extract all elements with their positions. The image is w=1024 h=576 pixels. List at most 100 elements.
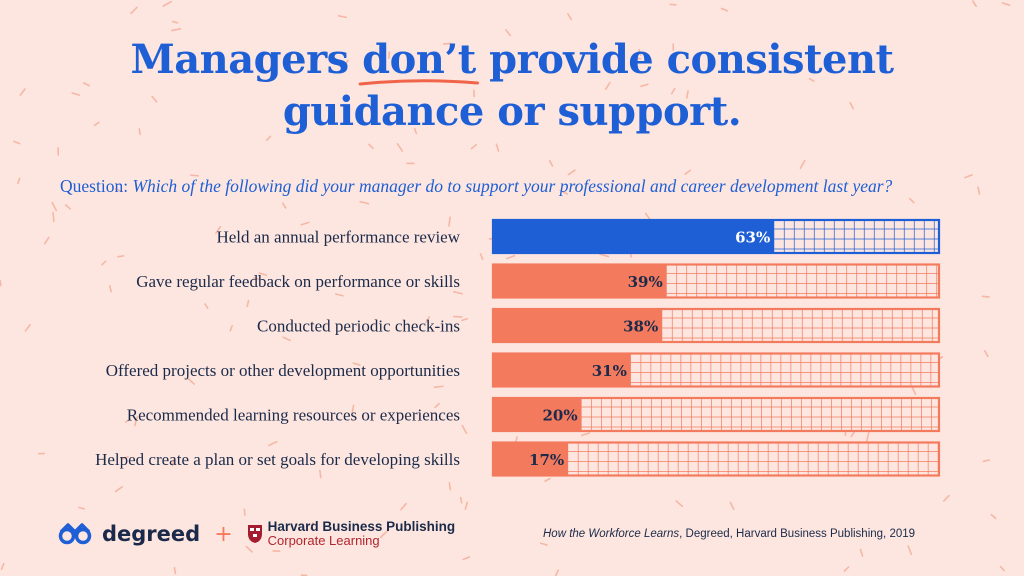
confetti-dash (859, 548, 864, 557)
confetti-dash (849, 101, 855, 110)
confetti-dash (187, 377, 196, 385)
confetti-dash (799, 159, 806, 170)
bar-value-label: 39% (628, 273, 663, 291)
survey-question: Question: Which of the following did you… (60, 176, 980, 197)
confetti-dash (171, 457, 175, 467)
page-title: Managers don’t provide consistent guidan… (0, 34, 1024, 138)
hbp-subtitle: Corporate Learning (267, 533, 380, 548)
bar-category-label: Offered projects or other development op… (106, 361, 460, 380)
confetti-dash (300, 221, 310, 226)
confetti-dash (559, 189, 569, 195)
confetti-dash (983, 350, 989, 358)
bar-outline (491, 396, 941, 433)
confetti-dash (866, 431, 870, 442)
confetti-dash (337, 15, 348, 19)
confetti-dash (64, 204, 72, 210)
confetti-dash (258, 272, 268, 276)
title-underline (358, 79, 480, 86)
confetti-dash (907, 545, 913, 556)
bar-outline (491, 218, 941, 255)
bar-outline (491, 263, 941, 299)
confetti-dash (554, 569, 559, 576)
confetti-dash (246, 299, 250, 308)
confetti-dash (117, 255, 125, 258)
confetti-dash (433, 385, 444, 389)
confetti-dash (942, 494, 950, 502)
confetti-dash (17, 177, 21, 185)
confetti-dash (982, 459, 990, 463)
confetti-dash (319, 469, 322, 479)
confetti-dash (604, 81, 611, 90)
confetti-dash (505, 29, 512, 37)
confetti-dash (843, 566, 850, 572)
confetti-dash (448, 482, 452, 491)
bar-grid (581, 397, 940, 432)
title-line2: guidance or support. (282, 88, 742, 135)
bar-fill (492, 441, 569, 477)
bar-value-label: 17% (529, 451, 564, 469)
confetti-dash (580, 432, 591, 437)
bar-value-label: 38% (623, 318, 658, 336)
confetti-dash (124, 418, 132, 423)
title-line1-after: provide consistent (475, 36, 894, 83)
confetti-dash (334, 293, 344, 297)
bar-category-label: Recommended learning resources or experi… (127, 406, 460, 425)
bar-fill (492, 397, 582, 432)
confetti-dash (93, 121, 100, 127)
question-label: Question: (60, 176, 129, 196)
confetti-dash (245, 545, 253, 553)
confetti-dash (368, 143, 374, 150)
confetti-dash (121, 456, 129, 460)
confetti-dash (977, 186, 981, 195)
confetti-dash (495, 143, 500, 152)
confetti-dash (24, 323, 31, 332)
confetti-dash (684, 169, 691, 175)
confetti-dash (52, 211, 55, 223)
confetti-dash (461, 424, 468, 434)
confetti-dash (448, 216, 451, 227)
confetti-dash (173, 566, 177, 575)
confetti-dash (544, 477, 551, 482)
bar-grid (630, 352, 940, 388)
title-highlight-word: don’t (358, 34, 480, 86)
confetti-dash (741, 183, 751, 186)
confetti-dash (464, 501, 469, 510)
confetti-dash (282, 336, 291, 342)
confetti-dash (243, 508, 246, 516)
confetti-dash (114, 485, 124, 493)
confetti-dash (351, 404, 355, 415)
bar-fill (492, 219, 775, 254)
title-highlight-text: don’t (362, 36, 476, 83)
confetti-dash (990, 513, 997, 520)
bar-category-label: Helped create a plan or set goals for de… (95, 450, 460, 469)
question-text: Which of the following did your manager … (132, 176, 893, 196)
confetti-dash (0, 562, 5, 570)
bar-category-label: Gave regular feedback on performance or … (136, 272, 460, 291)
confetti-dash (130, 6, 138, 15)
confetti-dash (379, 530, 388, 539)
confetti-dash (1001, 2, 1011, 7)
degreed-logo-text: degreed (102, 522, 201, 546)
bar-value-label: 63% (735, 229, 770, 247)
bar-fill (492, 308, 663, 343)
confetti-dash (51, 201, 58, 212)
confetti-dash (638, 48, 642, 56)
bar-fill (492, 352, 631, 388)
confetti-dash (675, 500, 684, 508)
confetti-dash (114, 188, 123, 192)
confetti-dash (462, 556, 471, 561)
bar-value-label: 31% (592, 362, 627, 380)
confetti-dash (396, 143, 404, 152)
confetti-dash (599, 253, 610, 258)
bar-value-label: 20% (542, 407, 577, 425)
plus-sign: + (214, 521, 233, 547)
confetti-dash (138, 128, 141, 136)
confetti-dash (729, 501, 735, 510)
confetti-dash (400, 502, 407, 511)
confetti-dash (479, 253, 484, 260)
bar-grid (666, 263, 940, 299)
confetti-dash (539, 542, 548, 546)
confetti-dash (425, 316, 431, 324)
confetti-dash (170, 28, 182, 32)
confetti-dash (908, 197, 915, 204)
